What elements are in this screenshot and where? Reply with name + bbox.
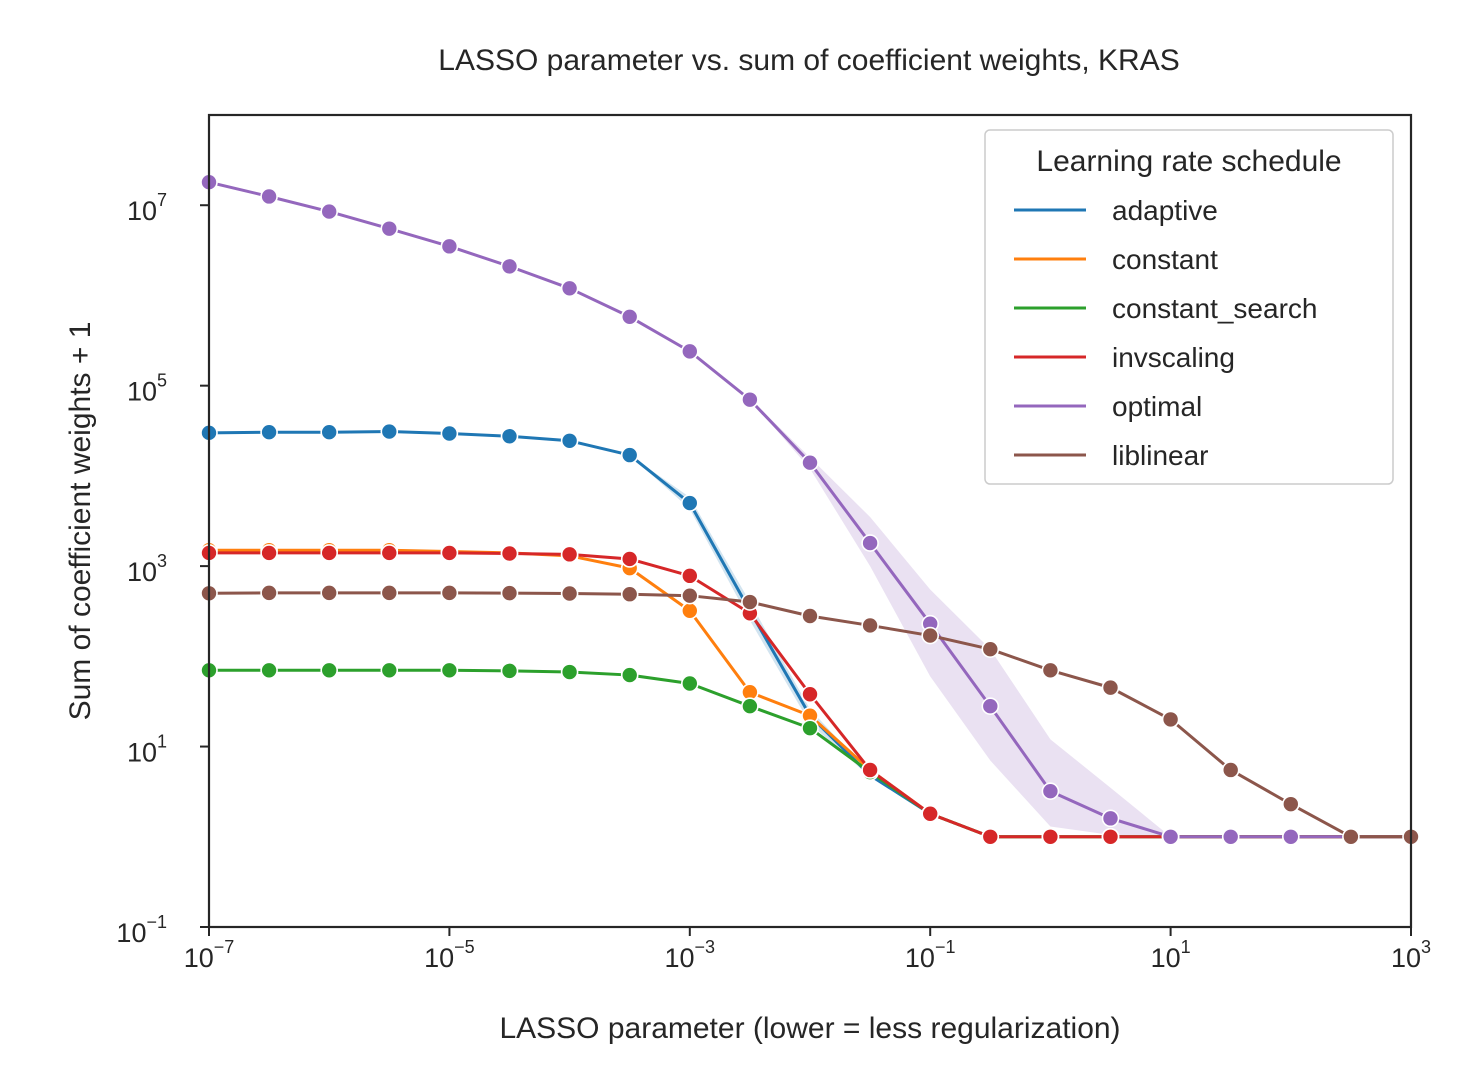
point-liblinear: [380, 584, 399, 602]
x-tick-label: 101: [1151, 937, 1191, 973]
point-constant-search: [260, 661, 278, 680]
point-invscaling: [620, 550, 639, 568]
legend-items: adaptive constant constant_search invscalin…: [1014, 195, 1317, 471]
point-liblinear: [500, 584, 519, 602]
plot-frame: [207, 113, 1413, 929]
point-liblinear: [260, 584, 278, 602]
point-invscaling: [500, 544, 519, 563]
point-constant-search: [500, 662, 519, 680]
y-axis: 10−1 101 103 105 107: [116, 190, 209, 948]
point-optimal: [1161, 827, 1180, 846]
point-invscaling: [801, 685, 819, 704]
point-liblinear: [680, 586, 699, 605]
x-tick-label: 103: [1391, 937, 1431, 973]
point-optimal: [320, 202, 339, 221]
point-invscaling: [1041, 827, 1060, 846]
x-axis: 10−7 10−5 10−3 10−1 101 103: [184, 927, 1431, 973]
point-optimal: [861, 534, 879, 552]
point-optimal: [620, 307, 639, 326]
point-adaptive: [260, 423, 278, 441]
point-adaptive: [380, 422, 399, 441]
point-liblinear: [560, 584, 579, 603]
legend-label-constant-search: constant_search: [1112, 293, 1317, 324]
series-markers: [200, 173, 1420, 846]
y-tick-label: 103: [127, 551, 167, 587]
x-axis-label: LASSO parameter (lower = less regulariza…: [499, 1012, 1120, 1045]
point-invscaling: [921, 804, 940, 823]
point-optimal: [380, 219, 399, 238]
point-liblinear: [1282, 795, 1300, 813]
legend-label-adaptive: adaptive: [1112, 195, 1218, 226]
point-constant-search: [320, 661, 339, 680]
point-liblinear: [1342, 827, 1360, 846]
point-constant-search: [560, 663, 579, 681]
point-adaptive: [560, 431, 579, 450]
point-liblinear: [741, 593, 759, 611]
point-optimal: [1282, 827, 1300, 846]
point-liblinear: [1221, 761, 1240, 779]
point-adaptive: [440, 424, 459, 443]
point-optimal: [801, 453, 819, 472]
point-optimal: [500, 257, 519, 276]
point-adaptive: [620, 446, 639, 464]
point-invscaling: [680, 567, 699, 585]
point-invscaling: [440, 544, 459, 562]
point-liblinear: [320, 584, 339, 602]
point-liblinear: [921, 626, 940, 645]
point-constant-search: [620, 666, 639, 684]
point-optimal: [981, 697, 1000, 716]
point-optimal: [440, 237, 459, 256]
point-constant: [680, 601, 699, 620]
legend-label-constant: constant: [1112, 244, 1218, 275]
point-optimal: [560, 279, 579, 298]
point-invscaling: [380, 544, 399, 562]
legend-box: [984, 129, 1394, 485]
point-invscaling: [320, 544, 339, 562]
point-liblinear: [1101, 678, 1120, 697]
x-tick-label: 10−5: [424, 937, 475, 973]
y-tick-label: 10−1: [116, 912, 167, 948]
point-adaptive: [320, 423, 339, 441]
point-adaptive: [500, 427, 519, 446]
point-liblinear: [981, 640, 1000, 658]
x-tick-label: 10−3: [665, 937, 716, 973]
legend: Learning rate schedule adaptive constant c…: [984, 129, 1394, 485]
point-optimal: [260, 187, 278, 206]
legend-title: Learning rate schedule: [1036, 145, 1341, 178]
point-optimal: [741, 390, 759, 409]
x-tick-label: 10−7: [184, 937, 235, 973]
x-tick-label: 10−1: [905, 937, 956, 973]
point-optimal: [1041, 782, 1060, 801]
point-adaptive: [680, 494, 699, 512]
y-tick-label: 101: [127, 732, 167, 768]
chart-title: LASSO parameter vs. sum of coefficient w…: [438, 44, 1179, 77]
legend-label-optimal: optimal: [1112, 391, 1202, 422]
point-constant-search: [801, 719, 819, 737]
point-liblinear: [801, 607, 819, 625]
point-liblinear: [440, 584, 459, 602]
point-liblinear: [620, 585, 639, 604]
legend-label-invscaling: invscaling: [1112, 342, 1235, 373]
y-tick-label: 107: [127, 190, 167, 226]
point-invscaling: [861, 761, 879, 779]
point-constant-search: [680, 674, 699, 693]
point-liblinear: [1161, 710, 1180, 729]
point-constant-search: [440, 661, 459, 680]
point-optimal: [680, 342, 699, 361]
point-constant-search: [741, 697, 759, 716]
point-liblinear: [861, 616, 879, 635]
point-invscaling: [1101, 827, 1120, 846]
y-axis-label: Sum of coefficient weights + 1: [64, 322, 97, 721]
legend-label-liblinear: liblinear: [1112, 440, 1209, 471]
point-invscaling: [981, 827, 1000, 846]
point-invscaling: [260, 544, 278, 562]
point-constant-search: [380, 661, 399, 680]
point-optimal: [1101, 809, 1120, 828]
point-optimal: [1221, 827, 1240, 846]
point-liblinear: [1041, 661, 1060, 680]
y-tick-label: 105: [127, 371, 167, 407]
point-invscaling: [560, 545, 579, 564]
